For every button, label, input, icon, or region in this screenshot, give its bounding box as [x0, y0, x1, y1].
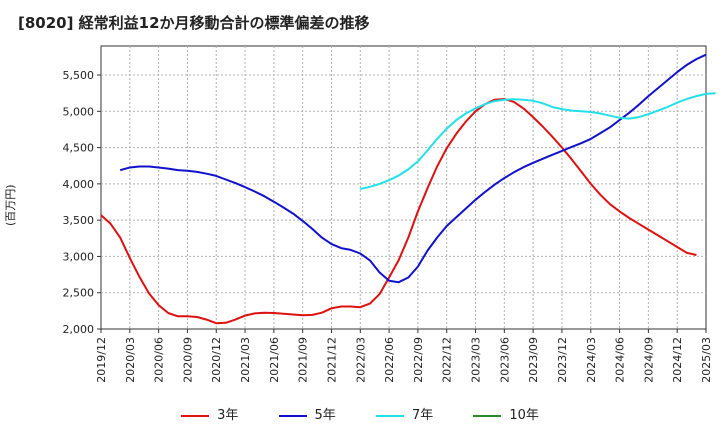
x-tick-label: 2022/03	[354, 337, 367, 383]
y-tick-label: 3,000	[63, 250, 95, 263]
x-tick-label: 2024/09	[642, 337, 655, 383]
y-tick-label: 4,500	[63, 142, 95, 155]
legend-swatch-5y	[278, 414, 307, 417]
y-tick-label: 5,000	[63, 105, 95, 118]
x-tick-label: 2020/09	[181, 337, 194, 383]
x-tick-label: 2019/12	[95, 337, 108, 383]
y-tick-label: 2,000	[63, 323, 95, 336]
legend-label-5y: 5年	[314, 408, 336, 423]
legend-swatch-3y	[181, 414, 210, 417]
x-tick-label: 2024/12	[671, 337, 684, 383]
x-tick-label: 2023/12	[556, 337, 569, 383]
chart-title: [8020] 経常利益12か月移動合計の標準偏差の推移	[18, 14, 370, 32]
y-tick-label: 3,500	[63, 214, 95, 227]
x-tick-label: 2022/06	[383, 337, 396, 383]
x-tick-label: 2022/09	[412, 337, 425, 383]
x-tick-label: 2024/03	[585, 337, 598, 383]
series-line-2	[360, 92, 716, 190]
x-tick-label: 2022/12	[441, 337, 454, 383]
series-line-1	[119, 53, 707, 284]
legend-item-5y: 5年	[278, 404, 336, 423]
x-tick-label: 2024/06	[614, 337, 627, 383]
x-tick-label: 2023/06	[498, 337, 511, 383]
x-tick-label: 2021/06	[268, 337, 281, 383]
legend-swatch-7y	[375, 414, 404, 417]
legend: 3年 5年 7年 10年	[0, 404, 720, 423]
x-tick-label: 2021/09	[297, 337, 310, 383]
x-tick-label: 2025/03	[700, 337, 713, 383]
legend-item-10y: 10年	[473, 404, 539, 423]
legend-swatch-10y	[473, 414, 502, 417]
y-tick-label: 4,000	[63, 178, 95, 191]
y-tick-label: 5,500	[63, 69, 95, 82]
y-tick-label: 2,500	[63, 287, 95, 300]
x-tick-label: 2020/12	[210, 337, 223, 383]
x-tick-label: 2021/03	[239, 337, 252, 383]
series-line-0	[100, 98, 697, 325]
legend-label-3y: 3年	[217, 408, 239, 423]
legend-label-7y: 7年	[411, 408, 434, 423]
x-tick-label: 2020/06	[153, 337, 166, 383]
legend-label-10y: 10年	[509, 408, 539, 423]
x-tick-label: 2023/09	[527, 337, 540, 383]
plot-area	[100, 45, 707, 330]
legend-item-3y: 3年	[181, 404, 238, 423]
x-tick-label: 2023/03	[470, 337, 483, 383]
legend-item-7y: 7年	[375, 404, 434, 423]
x-tick-label: 2021/12	[325, 337, 338, 383]
x-tick-label: 2020/03	[124, 337, 137, 383]
